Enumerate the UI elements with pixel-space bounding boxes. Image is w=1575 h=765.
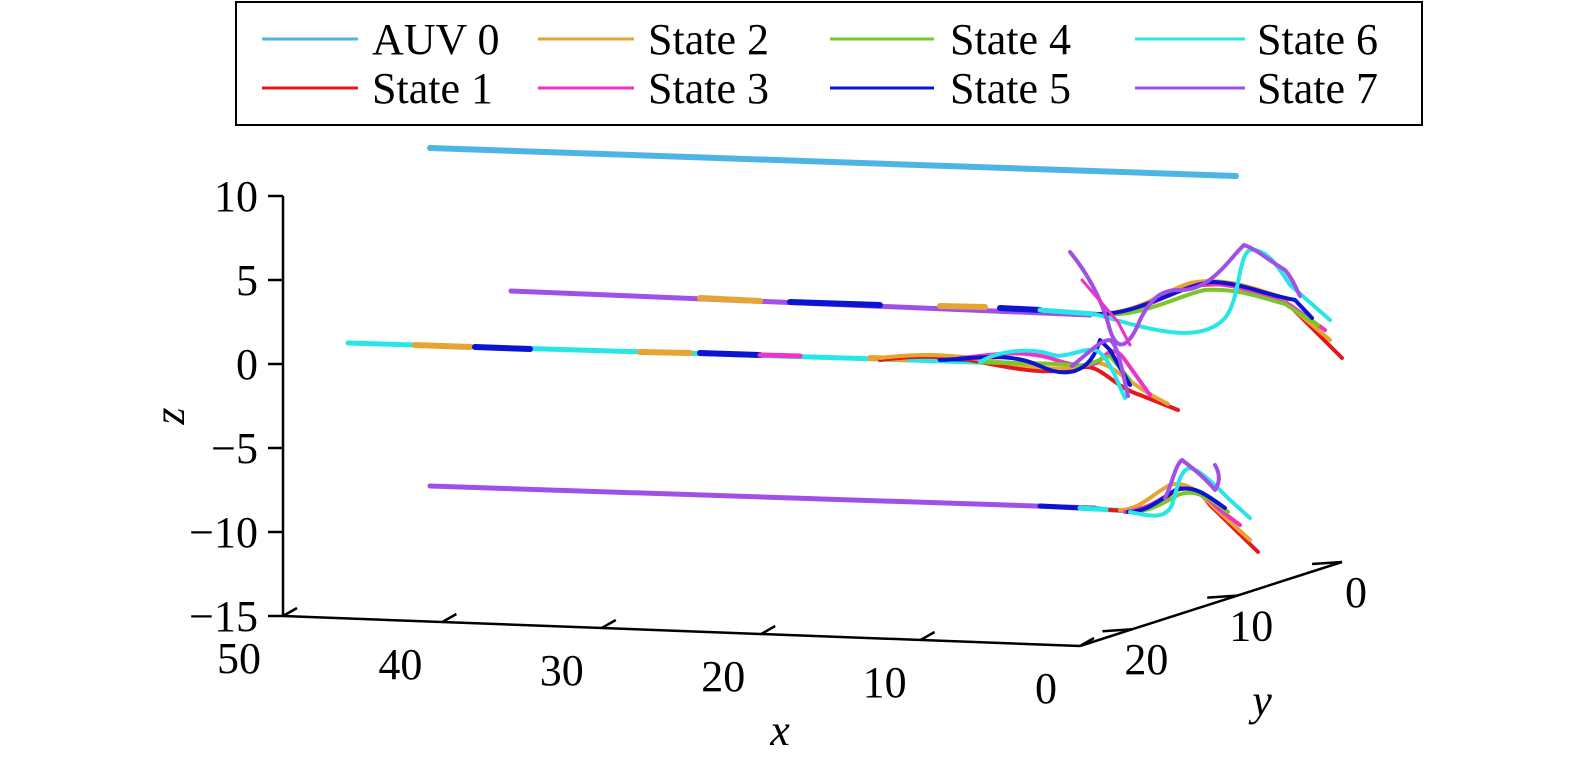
- legend-entry: State 1: [262, 64, 493, 113]
- y-axis-line: [1079, 560, 1343, 648]
- y-tick-label: 0: [1345, 568, 1367, 617]
- y-tick: [1102, 627, 1133, 633]
- x-axis-line: [282, 614, 1081, 648]
- z-tick-label: 5: [236, 256, 258, 305]
- trajectory-line: [697, 295, 988, 310]
- z-tick-label: 10: [214, 172, 258, 221]
- trajectory-line: [1080, 278, 1132, 347]
- legend-entry: State 2: [538, 15, 769, 64]
- trajectory-line: [1070, 338, 1130, 398]
- z-axis-title: z: [145, 407, 194, 425]
- x-tick: [601, 618, 617, 630]
- legend-entry: State 5: [830, 64, 1071, 113]
- x-tick-label: 0: [1035, 664, 1057, 713]
- legend-entry: State 4: [830, 15, 1071, 64]
- legend-label: AUV 0: [372, 15, 500, 64]
- x-tick-label: 20: [701, 652, 745, 701]
- legend-label: State 5: [950, 64, 1071, 113]
- trajectory-line: [427, 483, 1098, 511]
- legend-label: State 3: [648, 64, 769, 113]
- y-tick: [1311, 560, 1343, 566]
- x-tick-label: 40: [378, 640, 422, 689]
- y-tick: [1207, 594, 1238, 599]
- trajectory-line: [1093, 287, 1320, 327]
- z-tick-label: −15: [189, 592, 258, 641]
- x-tick: [441, 612, 458, 624]
- trajectory-line: [1037, 307, 1098, 317]
- trajectory-line: [938, 338, 1132, 387]
- legend-label: State 1: [372, 64, 493, 113]
- x-tick: [282, 606, 298, 618]
- y-tick-label: 10: [1229, 602, 1273, 651]
- legend-label: State 4: [950, 15, 1071, 64]
- z-tick-label: −5: [211, 424, 258, 473]
- trajectory-line: [1068, 243, 1302, 347]
- legend-label: State 7: [1257, 64, 1378, 113]
- x-tick: [760, 624, 776, 636]
- z-tick-label: −10: [189, 508, 258, 557]
- trajectory-line: [1163, 458, 1221, 500]
- trajectory-line: [1128, 466, 1252, 520]
- y-tick-label: 20: [1124, 635, 1168, 684]
- legend-label: State 2: [648, 15, 769, 64]
- trajectories: [345, 145, 1344, 554]
- x-tick-label: 30: [540, 646, 584, 695]
- legend-entry: AUV 0: [262, 15, 500, 64]
- x-tick: [919, 630, 936, 642]
- trajectory-line: [757, 352, 803, 359]
- legend-entry: State 7: [1135, 64, 1378, 113]
- x-tick: [1079, 636, 1095, 648]
- legend-box: [235, 1, 1423, 126]
- x-tick-label: 50: [217, 634, 261, 683]
- auv-trajectory: [427, 145, 1239, 179]
- trajectory-line: [787, 299, 1043, 313]
- y-axis-title: y: [1248, 676, 1272, 725]
- x-tick-label: 10: [863, 658, 907, 707]
- legend-entry: State 3: [538, 64, 769, 113]
- legend-entry: State 6: [1135, 15, 1378, 64]
- x-axis-title: x: [769, 706, 790, 755]
- legend-label: State 6: [1257, 15, 1378, 64]
- trajectory-line: [978, 347, 1127, 400]
- z-tick-label: 0: [236, 340, 258, 389]
